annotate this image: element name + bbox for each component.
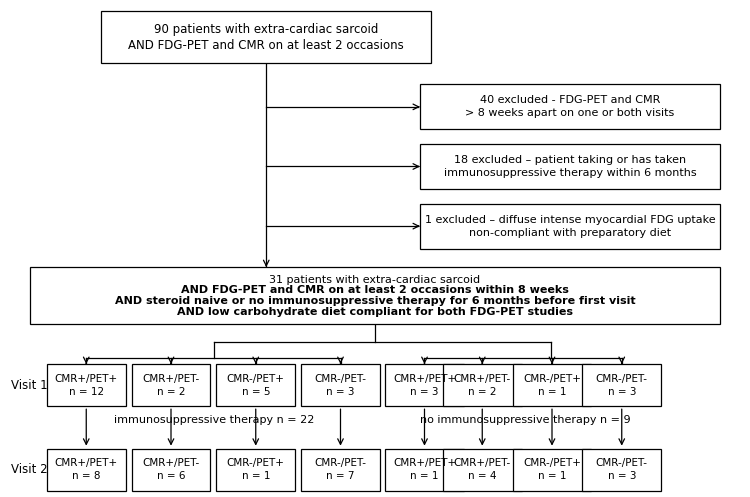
Text: no immunosuppressive therapy n = 9: no immunosuppressive therapy n = 9 [420,415,630,425]
FancyBboxPatch shape [420,204,720,248]
Text: 18 excluded – patient taking or has taken
immunosuppressive therapy within 6 mon: 18 excluded – patient taking or has take… [444,155,696,178]
FancyBboxPatch shape [46,364,125,407]
FancyBboxPatch shape [442,364,522,407]
FancyBboxPatch shape [386,364,464,407]
Text: CMR-/PET-
n = 3: CMR-/PET- n = 3 [596,374,648,397]
Text: CMR-/PET-
n = 7: CMR-/PET- n = 7 [314,458,367,481]
Text: CMR+/PET-
n = 2: CMR+/PET- n = 2 [454,374,511,397]
Text: CMR+/PET-
n = 4: CMR+/PET- n = 4 [454,458,511,481]
Text: Visit 1: Visit 1 [11,379,48,392]
FancyBboxPatch shape [386,448,464,491]
FancyBboxPatch shape [101,11,431,63]
Text: CMR+/PET-
n = 2: CMR+/PET- n = 2 [142,374,200,397]
Text: CMR-/PET+
n = 1: CMR-/PET+ n = 1 [523,458,581,481]
Text: CMR-/PET+
n = 1: CMR-/PET+ n = 1 [226,458,285,481]
Text: 40 excluded - FDG-PET and CMR
> 8 weeks apart on one or both visits: 40 excluded - FDG-PET and CMR > 8 weeks … [465,95,675,118]
Text: CMR+/PET+
n = 12: CMR+/PET+ n = 12 [55,374,118,397]
Text: CMR+/PET+
n = 8: CMR+/PET+ n = 8 [55,458,118,481]
Text: AND steroid naive or no immunosuppressive therapy for 6 months before first visi: AND steroid naive or no immunosuppressiv… [115,296,635,306]
Text: CMR-/PET+
n = 5: CMR-/PET+ n = 5 [226,374,285,397]
Text: 31 patients with extra-cardiac sarcoid: 31 patients with extra-cardiac sarcoid [269,274,481,284]
FancyBboxPatch shape [132,364,210,407]
FancyBboxPatch shape [217,364,295,407]
FancyBboxPatch shape [582,448,662,491]
Text: AND FDG-PET and CMR on at least 2 occasions within 8 weeks: AND FDG-PET and CMR on at least 2 occasi… [181,285,569,295]
FancyBboxPatch shape [582,364,662,407]
FancyBboxPatch shape [513,448,591,491]
Text: Visit 2: Visit 2 [11,463,48,476]
Text: 90 patients with extra-cardiac sarcoid
AND FDG-PET and CMR on at least 2 occasio: 90 patients with extra-cardiac sarcoid A… [128,22,404,52]
Text: 1 excluded – diffuse intense myocardial FDG uptake
non-compliant with preparator: 1 excluded – diffuse intense myocardial … [424,215,716,238]
FancyBboxPatch shape [513,364,591,407]
FancyBboxPatch shape [420,84,720,129]
Text: CMR-/PET-
n = 3: CMR-/PET- n = 3 [314,374,367,397]
FancyBboxPatch shape [442,448,522,491]
Text: CMR-/PET+
n = 1: CMR-/PET+ n = 1 [523,374,581,397]
FancyBboxPatch shape [217,448,295,491]
Text: CMR+/PET+
n = 3: CMR+/PET+ n = 3 [393,374,456,397]
FancyBboxPatch shape [420,144,720,189]
FancyBboxPatch shape [30,267,720,324]
Text: CMR+/PET-
n = 6: CMR+/PET- n = 6 [142,458,200,481]
FancyBboxPatch shape [46,448,125,491]
FancyBboxPatch shape [301,448,380,491]
FancyBboxPatch shape [301,364,380,407]
Text: AND low carbohydrate diet compliant for both FDG-PET studies: AND low carbohydrate diet compliant for … [177,307,573,317]
Text: immunosuppressive therapy n = 22: immunosuppressive therapy n = 22 [113,415,314,425]
Text: CMR-/PET-
n = 3: CMR-/PET- n = 3 [596,458,648,481]
Text: CMR+/PET+
n = 1: CMR+/PET+ n = 1 [393,458,456,481]
FancyBboxPatch shape [132,448,210,491]
